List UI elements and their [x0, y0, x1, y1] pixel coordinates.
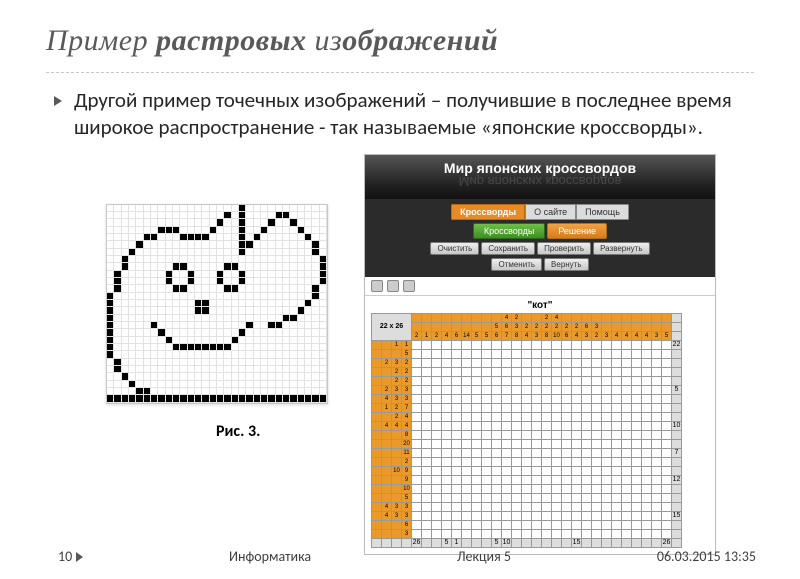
puzzle-title: "кот" — [371, 300, 709, 311]
btn-save[interactable]: Сохранить — [481, 242, 535, 255]
footer-subject: Информатика — [229, 548, 311, 565]
tab-help[interactable]: Помощь — [576, 204, 629, 220]
pixel-art-image — [106, 204, 328, 404]
title-part-2: растровых — [156, 24, 306, 57]
app-body: "кот" 22 x 26422456322222263212461455678… — [365, 296, 715, 554]
page-number: 10 — [58, 548, 83, 565]
slide-footer: 10 Информатика Лекция 5 06.03.2015 13:35 — [0, 548, 800, 565]
tool-icon[interactable] — [387, 280, 399, 292]
btn-redo[interactable]: Вернуть — [544, 258, 588, 271]
footer-datetime: 06.03.2015 13:35 — [657, 548, 756, 565]
divider — [46, 72, 754, 73]
btn-clear[interactable]: Очистить — [430, 242, 479, 255]
app-topnav: Кроссворды О сайте Помощь Кроссворды Реш… — [365, 199, 715, 277]
btn-crosswords[interactable]: Кроссворды — [473, 223, 545, 239]
footer-lecture: Лекция 5 — [457, 548, 511, 565]
slide-body-text: Другой пример точечных изображений – пол… — [74, 87, 754, 142]
btn-undo[interactable]: Отменить — [491, 258, 542, 271]
page-arrow-icon — [76, 552, 83, 562]
crossword-app: Мир японских кроссвордов Мир японских кр… — [364, 154, 716, 555]
nav-tabs: Кроссворды О сайте Помощь — [451, 204, 629, 220]
puzzle-grid[interactable]: 22 x 26422456322222263212461455678438106… — [371, 313, 682, 548]
title-part-3: из — [307, 24, 343, 57]
tool-icon[interactable] — [403, 280, 415, 292]
tab-about[interactable]: О сайте — [525, 204, 576, 220]
tool-icon[interactable] — [371, 280, 383, 292]
page-number-value: 10 — [58, 548, 72, 565]
figure-left: Рис. 3. — [106, 154, 328, 441]
title-part-1: Пример — [46, 24, 156, 57]
app-toolbar — [365, 277, 715, 296]
app-header: Мир японских кроссвордов Мир японских кр… — [365, 155, 715, 199]
btn-expand[interactable]: Развернуть — [593, 242, 649, 255]
tab-crosswords[interactable]: Кроссворды — [451, 204, 525, 220]
figure-caption: Рис. 3. — [216, 422, 328, 441]
slide-title: Пример растровых изображений — [46, 24, 754, 68]
title-part-4: ображений — [342, 24, 498, 57]
app-site-title-reflection: Мир японских кроссвордов — [375, 174, 705, 189]
btn-check[interactable]: Проверить — [537, 242, 591, 255]
btn-solution[interactable]: Решение — [547, 223, 607, 239]
